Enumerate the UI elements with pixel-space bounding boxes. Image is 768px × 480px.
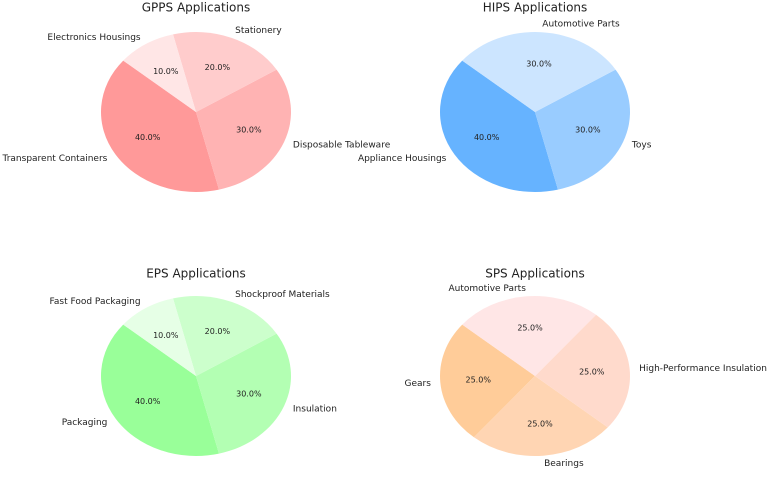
pie-slice (535, 314, 631, 428)
pct-label: 25.0% (579, 367, 605, 376)
pie-slice (196, 333, 291, 454)
pct-label: 20.0% (205, 327, 231, 336)
pct-label: 30.0% (575, 125, 601, 134)
slice-label: Fast Food Packaging (50, 297, 141, 307)
slice-label: High-Performance Insulation (639, 364, 767, 374)
slice-label: Electronics Housings (47, 33, 140, 43)
chart-title: GPPS Applications (142, 1, 251, 15)
slice-label: Transparent Containers (2, 154, 108, 164)
slice-label: Automotive Parts (449, 284, 527, 294)
pie-slice (462, 296, 597, 376)
chart-title: SPS Applications (485, 267, 585, 281)
pct-label: 40.0% (135, 397, 161, 406)
chart-title: HIPS Applications (483, 1, 588, 15)
pct-label: 25.0% (466, 376, 492, 385)
pie-slice (535, 69, 630, 190)
slice-label: Bearings (544, 459, 584, 469)
slice-label: Stationery (235, 26, 282, 36)
pct-label: 40.0% (474, 133, 500, 142)
pie-slice (439, 324, 535, 438)
pie-slice (101, 60, 219, 192)
pct-label: 25.0% (517, 324, 543, 333)
pct-label: 30.0% (526, 60, 552, 69)
pie-slice (173, 32, 277, 113)
slice-label: Gears (404, 379, 431, 389)
slice-label: Automotive Parts (542, 20, 620, 30)
pie-slice (123, 34, 196, 112)
pie-slice (440, 60, 558, 193)
slice-label: Toys (631, 140, 652, 150)
pct-label: 20.0% (205, 63, 231, 72)
slice-label: Insulation (293, 404, 337, 414)
pie-slice (473, 376, 608, 456)
slice-label: Shockproof Materials (235, 290, 330, 300)
slice-label: Disposable Tableware (293, 140, 391, 150)
slice-label: Appliance Housings (358, 154, 447, 164)
pie-slice (173, 296, 277, 376)
pct-label: 10.0% (153, 67, 179, 76)
pie-slice (123, 298, 196, 376)
pct-label: 30.0% (236, 389, 262, 398)
slice-label: Packaging (62, 418, 108, 428)
pie-slice (462, 31, 616, 112)
chart-title: EPS Applications (146, 267, 246, 281)
pct-label: 25.0% (527, 419, 553, 428)
pct-label: 40.0% (135, 133, 161, 142)
pie-slice (196, 69, 291, 190)
pct-label: 10.0% (153, 331, 179, 340)
pie-slice (101, 324, 219, 456)
pct-label: 30.0% (236, 125, 262, 134)
